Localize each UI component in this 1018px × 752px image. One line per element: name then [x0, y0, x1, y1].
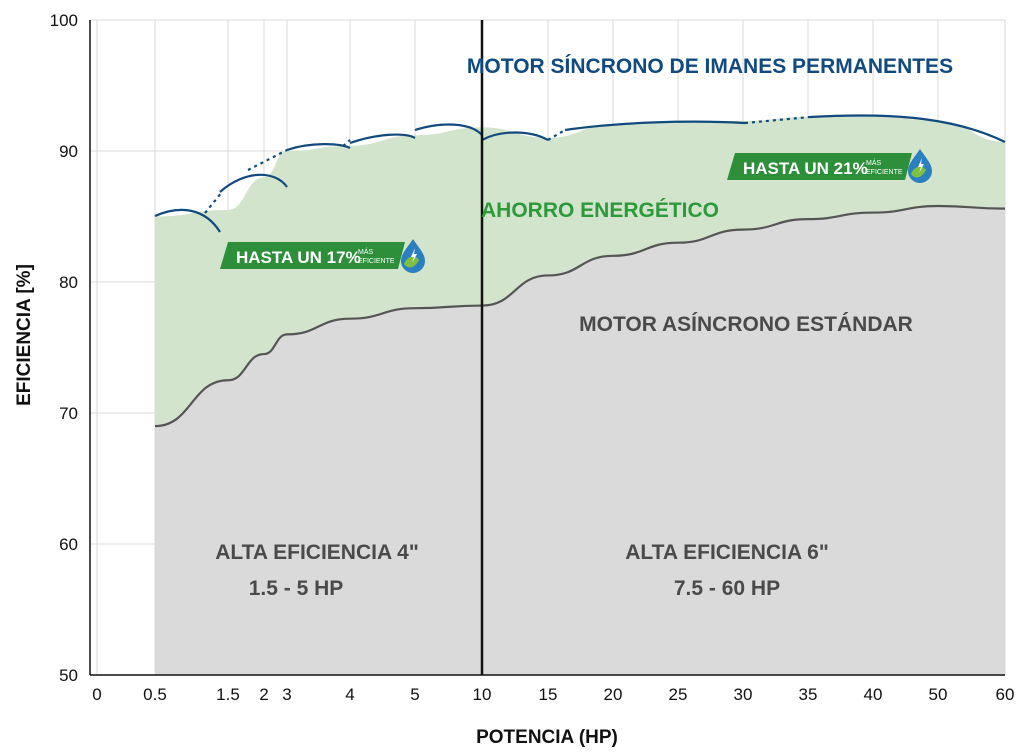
- badge-right-small-1: MÁS: [866, 158, 882, 167]
- badge-left-small-2: EFICIENTE: [358, 258, 395, 265]
- x-tick-label: 1.5: [216, 685, 240, 704]
- pm-arc: [154, 208, 221, 233]
- x-tick-label: 3: [282, 685, 291, 704]
- x-tick-label: 60: [996, 685, 1015, 704]
- pm-dots: [204, 191, 223, 214]
- pm-arc: [809, 114, 1006, 143]
- pm-arc: [564, 120, 746, 132]
- x-tick-label: 5: [410, 685, 419, 704]
- async-motor-line: [154, 204, 1006, 428]
- efficiency-badge-left: HASTA UN 17% MÁS EFICIENTE: [220, 239, 425, 273]
- y-axis-title: EFICIENCIA [%]: [14, 264, 35, 406]
- badge-right-small-2: EFICIENTE: [866, 169, 903, 176]
- pm-arc: [481, 131, 549, 141]
- badge-left-small-1: MÁS: [358, 247, 374, 256]
- y-tick-label: 70: [59, 404, 78, 423]
- async-motor-label: MOTOR ASÍNCRONO ESTÁNDAR: [579, 313, 913, 336]
- energy-saving-label: AHORRO ENERGÉTICO: [481, 199, 719, 222]
- water-drop-icon: [401, 239, 425, 273]
- pm-dots: [342, 139, 351, 147]
- y-tick-label: 100: [50, 11, 78, 30]
- y-tick-label: 80: [59, 273, 78, 292]
- water-drop-icon: [908, 149, 932, 183]
- left-region-range: 1.5 - 5 HP: [249, 577, 344, 600]
- x-tick-label: 40: [864, 685, 883, 704]
- badge-left-main: HASTA UN 17%: [236, 248, 361, 267]
- pm-arc: [219, 173, 288, 193]
- y-tick-label: 60: [59, 535, 78, 554]
- pm-arc: [349, 133, 416, 145]
- x-tick-label: 10: [473, 685, 492, 704]
- async-motor-area: [155, 206, 1005, 675]
- pm-arc: [286, 143, 351, 152]
- y-tick-label: 90: [59, 142, 78, 161]
- y-tick-labels: 50 60 70 80 90 100: [50, 11, 78, 685]
- right-region-title: ALTA EFICIENCIA 6": [625, 541, 829, 564]
- right-region-range: 7.5 - 60 HP: [674, 577, 780, 600]
- pm-motor-label: MOTOR SÍNCRONO DE IMANES PERMANENTES: [467, 55, 953, 78]
- x-tick-label: 25: [669, 685, 688, 704]
- x-tick-label: 0.5: [143, 685, 167, 704]
- x-tick-label: 15: [539, 685, 558, 704]
- left-region-title: ALTA EFICIENCIA 4": [215, 541, 419, 564]
- x-tick-label: 20: [604, 685, 623, 704]
- x-tick-label: 35: [799, 685, 818, 704]
- energy-saving-area: [155, 115, 1005, 427]
- pm-dots: [247, 149, 288, 171]
- pm-motor-line: [154, 114, 1006, 233]
- x-tick-label: 4: [345, 685, 354, 704]
- badge-right-main: HASTA UN 21%: [743, 159, 868, 178]
- pm-dots: [547, 129, 566, 141]
- y-tick-label: 50: [59, 666, 78, 685]
- x-tick-label: 30: [734, 685, 753, 704]
- x-tick-label: 50: [929, 685, 948, 704]
- pm-arc: [414, 123, 483, 136]
- x-tick-label: 2: [259, 685, 268, 704]
- efficiency-badge-right: HASTA UN 21% MÁS EFICIENTE: [727, 149, 932, 183]
- x-axis-title: POTENCIA (HP): [476, 727, 618, 748]
- x-tick-labels: 0 0.5 1.5 2 3 4 5 10 15 20 25 30 35 40 50 60: [92, 685, 1014, 704]
- x-tick-label: 0: [92, 685, 101, 704]
